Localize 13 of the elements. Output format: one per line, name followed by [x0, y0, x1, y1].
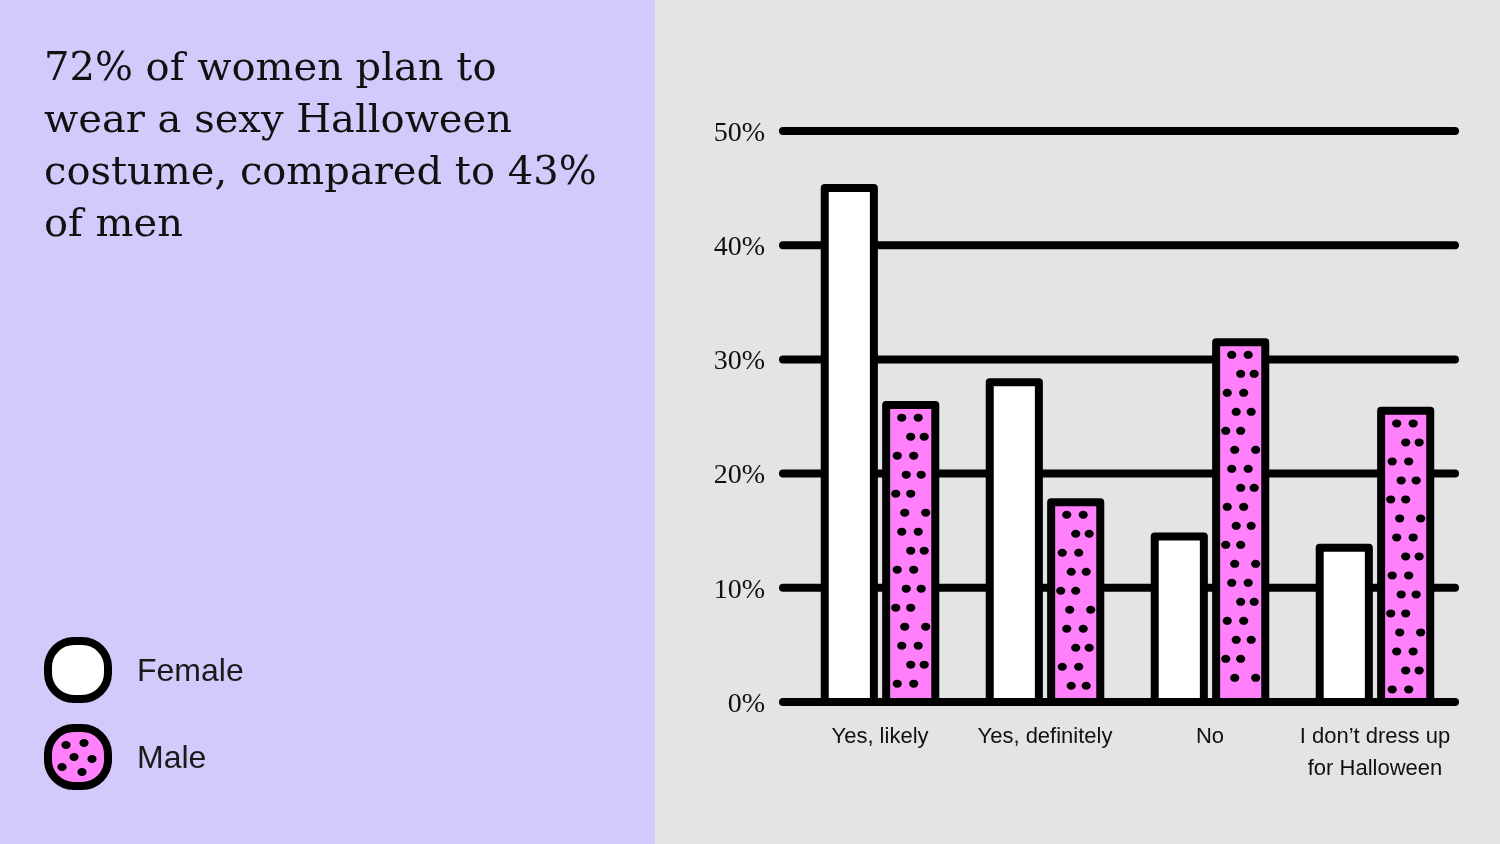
x-tick-label: Yes, definitely	[977, 723, 1113, 748]
y-tick-label: 20%	[713, 458, 765, 490]
text: 72% of women plan to wear a sexy Halloween costume, compared to 43% of men	[44, 43, 597, 245]
legend-label: Male	[137, 739, 207, 775]
y-tick-label: 0%	[727, 686, 765, 718]
y-tick-label: 30%	[713, 344, 765, 376]
x-tick-label: No	[1195, 723, 1225, 748]
y-tick-label: 10%	[713, 572, 765, 604]
y-tick-label: 50%	[713, 115, 765, 147]
legend-label: Female	[137, 652, 244, 688]
x-tick-label: Yes, likely	[831, 723, 929, 748]
y-tick-label: 40%	[713, 230, 765, 261]
x-tick-label: I don’t dress up for Halloween	[1299, 723, 1451, 780]
